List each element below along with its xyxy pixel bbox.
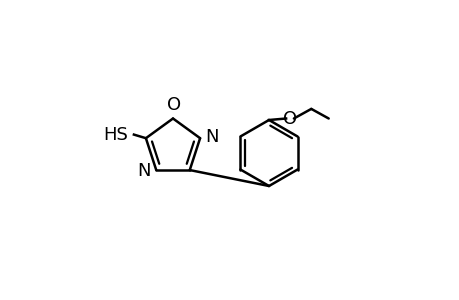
Text: O: O: [167, 96, 181, 114]
Text: N: N: [205, 128, 218, 146]
Text: HS: HS: [103, 126, 128, 144]
Text: O: O: [282, 110, 297, 128]
Text: N: N: [137, 162, 151, 180]
